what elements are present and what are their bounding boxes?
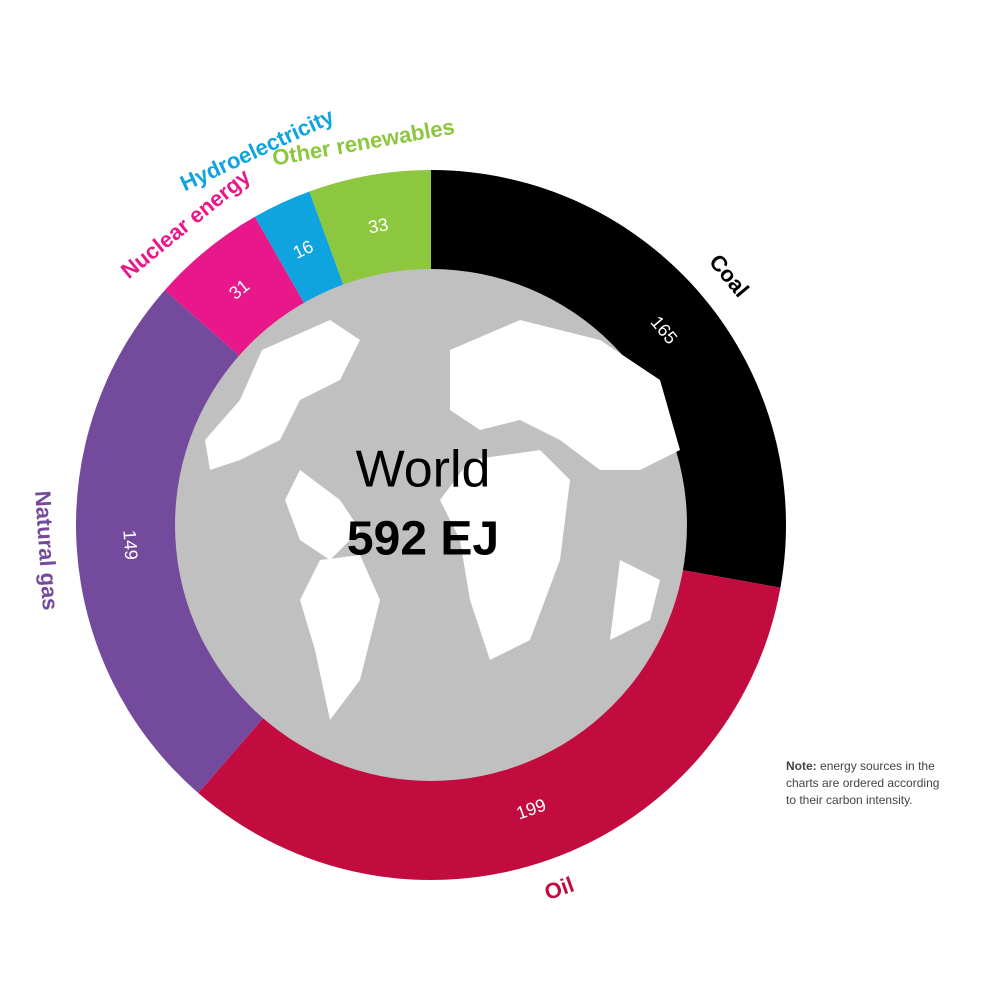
donut-segment: [309, 170, 431, 291]
note-text: charts are ordered according: [786, 776, 939, 790]
category-label: Oil: [541, 872, 577, 905]
category-label: Natural gas: [30, 490, 63, 611]
donut-segment: [254, 191, 346, 308]
note-text: to their carbon intensity.: [786, 793, 913, 807]
note: Note: energy sources in the: [786, 759, 935, 773]
center-title: World: [356, 441, 491, 499]
note-text: energy sources in the: [820, 759, 935, 773]
donut-segment: [431, 170, 786, 588]
donut-segment: [198, 569, 781, 881]
center-total: 592 EJ: [347, 513, 499, 566]
value-label: 33: [367, 214, 390, 237]
donut-segment: [164, 216, 307, 360]
category-label: Coal: [704, 249, 754, 302]
value-label: 149: [119, 529, 141, 560]
continents: [205, 320, 680, 720]
note-label: Note:: [786, 759, 817, 773]
